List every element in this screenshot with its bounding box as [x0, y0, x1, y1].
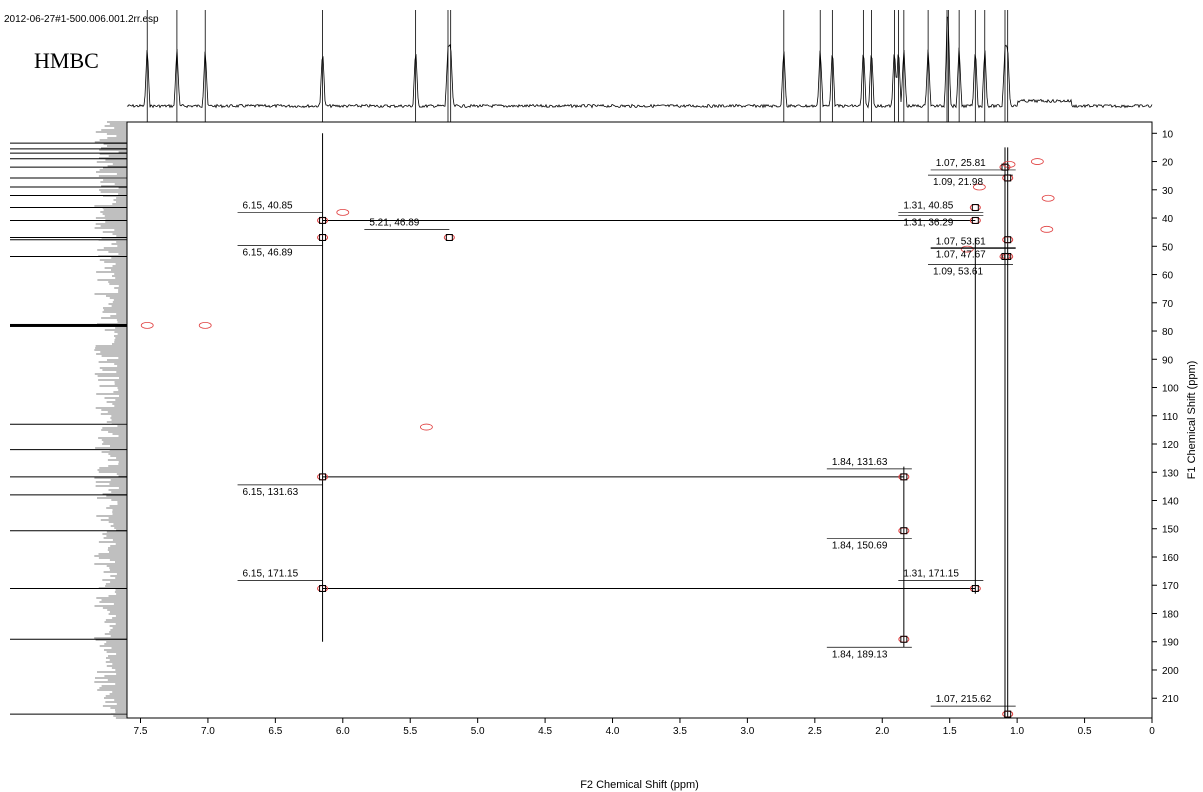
cross-peak-label: 1.09, 21.98 [933, 177, 983, 188]
cross-peak-label: 1.07, 25.81 [936, 158, 986, 169]
y-tick-label: 180 [1162, 609, 1179, 620]
experiment-title: HMBC [34, 48, 99, 73]
x-tick-label: 7.5 [134, 726, 148, 737]
plot-frame [126, 121, 1153, 719]
cross-peak-marker [319, 584, 327, 592]
carbon-trace-noise [94, 121, 127, 719]
y-tick-label: 160 [1162, 553, 1179, 564]
y-axis-label: F1 Chemical Shift (ppm) [1186, 361, 1198, 480]
cross-peak-label: 1.84, 189.13 [832, 649, 888, 660]
solvent-peak [10, 323, 127, 327]
contour-blob [420, 423, 433, 431]
cross-peak-label: 5.21, 46.89 [369, 217, 419, 228]
cross-peak-label: 1.31, 171.15 [903, 568, 959, 579]
y-tick-label: 90 [1162, 355, 1174, 366]
y-tick-label: 10 [1162, 129, 1174, 140]
x-tick-label: 2.0 [875, 726, 889, 737]
carbon-spectrum-trace [10, 121, 127, 719]
contour-layer [140, 158, 1055, 431]
cross-peak-label: 6.15, 46.89 [243, 247, 293, 258]
x-tick-label: 1.0 [1010, 726, 1024, 737]
x-tick-label: 4.5 [538, 726, 552, 737]
cross-peak-label: 1.31, 40.85 [903, 200, 953, 211]
cross-peak-marker [319, 473, 327, 481]
y-tick-label: 60 [1162, 271, 1174, 282]
cross-peak-label-layer: 6.15, 40.85 6.15, 46.89 5.21, 46.89 6.15, 1… [237, 158, 1016, 707]
y-tick-label: 130 [1162, 468, 1179, 479]
x-tick-label: 1.5 [943, 726, 957, 737]
y-tick-label: 20 [1162, 158, 1174, 169]
proton-peak-lines [146, 10, 1009, 718]
y-axis: 10 20 30 40 50 60 70 80 90 100 110 120 130 140 150 160 1… [1152, 129, 1179, 705]
cross-peak-label: 1.09, 53.61 [933, 266, 983, 277]
x-tick-label: 2.5 [808, 726, 822, 737]
y-tick-label: 170 [1162, 581, 1179, 592]
contour-blob [1041, 194, 1055, 202]
cross-peak-label: 1.84, 131.63 [832, 457, 888, 468]
cross-peak-label: 1.84, 150.69 [832, 541, 888, 552]
carbon-peak-lines [322, 219, 976, 589]
proton-trace-line [126, 16, 1153, 109]
cross-peak-label: 1.07, 47.67 [936, 250, 986, 261]
cross-peak-marker [1004, 710, 1012, 718]
cross-peak-marker [319, 216, 327, 224]
x-tick-label: 3.0 [740, 726, 754, 737]
cross-peak-marker [319, 233, 327, 241]
cross-peak-marker [900, 635, 908, 643]
contour-blob [1040, 225, 1054, 233]
x-tick-label: 0.5 [1078, 726, 1092, 737]
x-axis-label: F2 Chemical Shift (ppm) [580, 779, 699, 791]
x-tick-label: 0 [1149, 726, 1155, 737]
file-title: 2012-06-27#1-500.006.001.2rr.esp [4, 14, 159, 25]
y-tick-label: 70 [1162, 299, 1174, 310]
cross-peak-marker [1004, 236, 1012, 244]
x-tick-label: 5.5 [403, 726, 417, 737]
cross-peak-layer [317, 163, 1014, 718]
y-tick-label: 200 [1162, 666, 1179, 677]
y-tick-label: 100 [1162, 384, 1179, 395]
y-tick-label: 30 [1162, 186, 1174, 197]
y-tick-label: 190 [1162, 638, 1179, 649]
cross-peak-label: 6.15, 171.15 [243, 568, 299, 579]
y-tick-label: 50 [1162, 242, 1174, 253]
cross-peak-marker [1001, 252, 1009, 260]
cross-peak-marker [900, 527, 908, 535]
cross-peak-marker [971, 584, 979, 592]
x-tick-label: 6.0 [336, 726, 350, 737]
cross-peak-marker [971, 216, 979, 224]
cross-peak-marker [971, 204, 979, 212]
x-axis: 7.5 7.0 6.5 6.0 5.5 5.0 4.5 4.0 3.5 3.0 2.5 2.0 1.5 1… [134, 718, 1155, 737]
contour-blob [336, 208, 350, 216]
y-tick-label: 40 [1162, 214, 1174, 225]
y-tick-label: 210 [1162, 694, 1179, 705]
cross-peak-label: 6.15, 131.63 [243, 487, 299, 498]
y-tick-label: 140 [1162, 497, 1179, 508]
contour-blob [140, 321, 154, 329]
x-tick-label: 7.0 [201, 726, 215, 737]
x-tick-label: 3.5 [673, 726, 687, 737]
x-tick-label: 5.0 [471, 726, 485, 737]
y-tick-label: 120 [1162, 440, 1179, 451]
y-tick-label: 110 [1162, 412, 1178, 423]
contour-blob [960, 245, 974, 253]
contour-blob [972, 183, 986, 191]
cross-peak-label: 6.15, 40.85 [243, 200, 293, 211]
cross-peak-label: 1.07, 215.62 [936, 694, 992, 705]
proton-spectrum-trace [126, 16, 1153, 109]
x-tick-label: 4.0 [606, 726, 620, 737]
contour-blob [1030, 158, 1044, 165]
cross-peak-label: 1.31, 36.29 [903, 218, 953, 229]
cross-peak-label: 1.07, 53.61 [936, 236, 986, 247]
y-tick-label: 80 [1162, 327, 1174, 338]
cross-peak-marker [900, 473, 908, 481]
cross-peak-marker [445, 233, 453, 241]
contour-blob [198, 321, 212, 329]
y-tick-label: 150 [1162, 525, 1179, 536]
x-tick-label: 6.5 [268, 726, 282, 737]
